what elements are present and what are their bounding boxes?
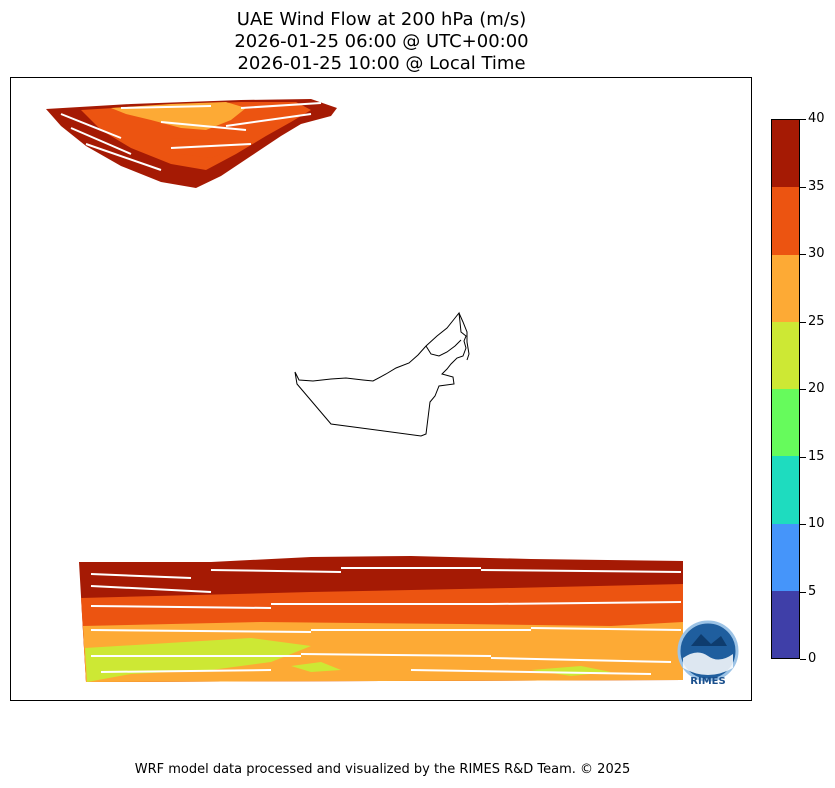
colorbar-tick-label: 40 [808, 111, 825, 126]
colorbar-band-20-25 [772, 321, 799, 389]
wind-map [46, 99, 683, 682]
colorbar-tick-label: 30 [808, 246, 825, 261]
colorbar-band-5-10 [772, 523, 799, 591]
colorbar-tick [800, 591, 806, 593]
wind-field-south [79, 556, 683, 682]
footer-credit: WRF model data processed and visualized … [134, 762, 631, 777]
local-time-label: 2026-01-25 10:00 @ Local Time [237, 53, 526, 74]
colorbar-tick [800, 524, 806, 525]
colorbar-tick-label: 10 [808, 516, 825, 531]
uae-border [294, 311, 470, 437]
colorbar-band-0-5 [772, 590, 799, 658]
colorbar-tick-label: 5 [808, 583, 817, 599]
colorbar-tick-label: 35 [808, 178, 825, 194]
colorbar-tick [800, 186, 806, 188]
colorbar-band-10-15 [772, 456, 799, 524]
colorbar-tick-label: 20 [808, 381, 825, 396]
colorbar-tick [800, 659, 806, 660]
colorbar-tick [800, 254, 806, 255]
rimes-logo-text: RIMES [690, 676, 726, 687]
colorbar-tick-label: 25 [808, 313, 825, 329]
colorbar-tick [800, 119, 806, 120]
colorbar-tick [800, 389, 806, 390]
colorbar-band-30-35 [772, 187, 799, 255]
colorbar-band-25-30 [772, 254, 799, 322]
colorbar-band-15-20 [772, 389, 799, 457]
colorbar-tick-label: 15 [808, 448, 825, 464]
colorbar-tick-label: 0 [808, 651, 817, 666]
colorbar-tick [800, 321, 806, 323]
colorbar-band-35-40 [772, 120, 799, 188]
colorbar [771, 119, 800, 659]
map-panel [10, 77, 752, 701]
wind-arrows [60, 102, 682, 675]
colorbar-tick [800, 456, 806, 458]
wind-field-north [46, 99, 337, 188]
rimes-logo: RIMES [677, 620, 739, 688]
utc-time-label: 2026-01-25 06:00 @ UTC+00:00 [234, 31, 529, 52]
map-title: UAE Wind Flow at 200 hPa (m/s) [236, 9, 527, 30]
